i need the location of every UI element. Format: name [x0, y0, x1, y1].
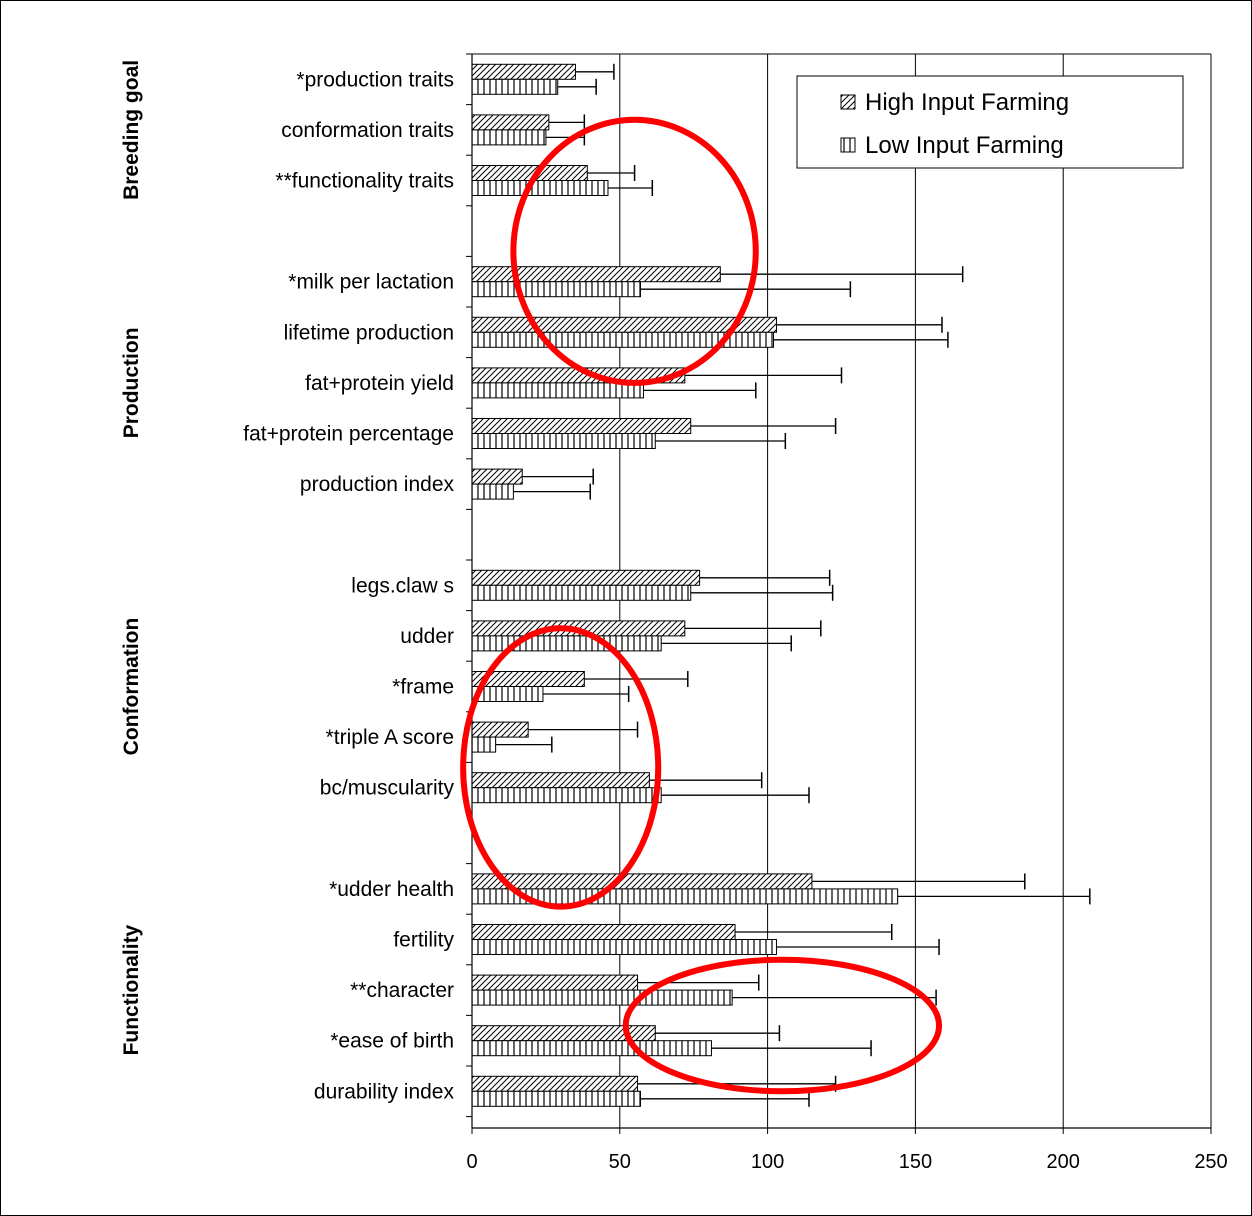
bar-high-input-farming-functionality-traits	[471, 165, 588, 181]
group-label-breeding-goal: Breeding goal	[120, 60, 143, 200]
bar-high-input-farming-milk-per-lactation	[471, 266, 721, 283]
group-labels: Breeding goal Production Conformation Funct…	[120, 60, 143, 1056]
bar-low-input-farming-durability-index	[471, 1090, 641, 1107]
axes: 0 50 100 150 200 250	[466, 53, 1228, 1173]
legend-label-high-input-farming: High Input Farming	[865, 89, 1069, 116]
category-label-fertility: fertility	[393, 929, 454, 952]
category-label-production-traits: *production traits	[296, 68, 454, 91]
bar-high-input-farming-triple-a-score	[471, 721, 529, 738]
bar-low-input-farming-bc-muscularity	[471, 787, 662, 804]
legend-box	[796, 75, 1184, 169]
category-label-fat-protein-percentage: fat+protein percentage	[243, 423, 454, 446]
bar-high-input-farming-conformation-traits	[471, 114, 550, 131]
bar-low-input-farming-ease-of-birth	[471, 1040, 712, 1057]
bar-high-input-farming-udder-health	[471, 873, 813, 890]
x-tick-label-250: 250	[1194, 1151, 1227, 1173]
category-label-fat-protein-yield: fat+protein yield	[305, 372, 454, 395]
category-label-conformation-traits: conformation traits	[281, 119, 454, 142]
category-label-triple-a-score: *triple A score	[326, 726, 454, 749]
bar-high-input-farming-durability-index	[471, 1075, 639, 1092]
bar-low-input-farming-triple-a-score	[471, 736, 497, 753]
bar-low-input-farming-fertility	[471, 939, 777, 955]
x-tick-label-50: 50	[609, 1151, 631, 1173]
bar-low-input-farming-production-index	[471, 483, 514, 500]
legend-label-low-input-farming: Low Input Farming	[865, 132, 1064, 159]
bar-low-input-farming-production-traits	[471, 78, 559, 95]
x-tick-label-150: 150	[899, 1151, 932, 1173]
category-label-legs-claw-s: legs.claw s	[351, 574, 454, 597]
category-label-bc-muscularity: bc/muscularity	[320, 777, 455, 800]
category-label-udder-health: *udder health	[329, 878, 454, 901]
bar-low-input-farming-conformation-traits	[471, 129, 547, 146]
category-label-character: **character	[350, 979, 454, 1002]
category-label-frame: *frame	[392, 676, 454, 699]
x-tick-label-100: 100	[751, 1151, 784, 1173]
bar-low-input-farming-functionality-traits	[471, 180, 609, 196]
category-labels: *production traits conformation traits **f…	[243, 68, 454, 1103]
bar-high-input-farming-character	[471, 974, 639, 991]
bar-low-input-farming-character	[471, 989, 733, 1006]
annotations	[460, 116, 943, 1095]
category-label-udder: udder	[400, 625, 454, 648]
bar-high-input-farming-fertility	[471, 924, 736, 940]
category-label-production-index: production index	[300, 473, 455, 496]
bar-low-input-farming-fat-protein-yield	[471, 382, 644, 399]
x-tick-label-200: 200	[1047, 1151, 1080, 1173]
bar-low-input-farming-udder	[471, 635, 662, 652]
highlight-circle-2	[460, 625, 662, 910]
bars	[471, 63, 1091, 1107]
bar-high-input-farming-legs-claw-s	[471, 569, 701, 586]
category-label-ease-of-birth: *ease of birth	[330, 1030, 454, 1053]
category-label-milk-per-lactation: *milk per lactation	[288, 271, 454, 294]
bar-low-input-farming-milk-per-lactation	[471, 281, 641, 298]
bar-low-input-farming-fat-protein-percentage	[471, 433, 656, 449]
bar-high-input-farming-production-traits	[471, 63, 576, 80]
legend-swatch-low-input-farming	[840, 137, 856, 153]
bar-high-input-farming-fat-protein-percentage	[471, 418, 692, 434]
bar-low-input-farming-legs-claw-s	[471, 584, 692, 601]
highlight-circle-3	[622, 956, 943, 1095]
legend: High Input Farming Low Input Farming	[796, 75, 1184, 169]
category-label-functionality-traits: **functionality traits	[275, 170, 454, 193]
bar-high-input-farming-bc-muscularity	[471, 772, 650, 789]
group-label-production: Production	[120, 327, 143, 438]
legend-swatch-high-input-farming	[840, 94, 856, 110]
x-tick-label-0: 0	[466, 1151, 477, 1173]
highlight-circle-1	[510, 116, 759, 386]
category-label-durability-index: durability index	[314, 1080, 455, 1103]
bar-high-input-farming-production-index	[471, 468, 523, 485]
category-label-lifetime-production: lifetime production	[284, 321, 454, 344]
group-label-conformation: Conformation	[120, 618, 143, 756]
group-label-functionality: Functionality	[120, 924, 143, 1055]
